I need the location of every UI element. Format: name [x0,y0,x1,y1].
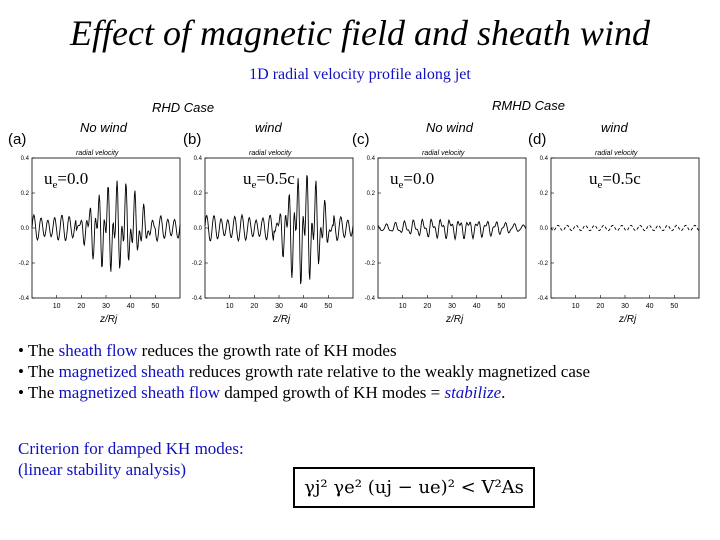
bullet-item-1: • The sheath flow reduces the growth rat… [18,341,397,360]
bullet-emphasis: stabilize [444,383,502,402]
bullet-highlight: sheath flow [58,341,138,360]
ue-label: ue=0.5c [589,169,641,191]
panel-letter: (b) [183,131,201,148]
ue-label: ue=0.0 [44,169,88,191]
case-label-rmhd: RMHD Case [492,98,565,113]
y-tick-label: 0.0 [21,226,30,232]
radial-velocity-line [204,175,354,285]
panel-letter: (d) [528,131,546,148]
y-tick-label: 0.2 [21,191,30,197]
x-tick-label: 20 [250,303,258,310]
criterion-line-1: Criterion for damped KH modes: [18,439,244,458]
x-axis-label: z/Rj [99,314,118,325]
x-tick-label: 10 [226,303,234,310]
x-tick-label: 40 [646,303,654,310]
y-tick-label: 0.2 [540,191,549,197]
panel-wind-label: wind [255,120,283,135]
x-tick-label: 20 [423,303,431,310]
x-tick-label: 30 [448,303,456,310]
x-axis-label: z/Rj [618,314,637,325]
x-tick-label: 50 [497,303,505,310]
x-tick-label: 50 [151,303,159,310]
radial-velocity-line [550,224,700,232]
bullet-highlight: magnetized sheath flow [58,383,221,402]
stability-formula: γj² γe² (uj − ue)² < V²As [293,467,535,508]
bullet-highlight: magnetized sheath [58,362,185,381]
y-tick-label: -0.4 [538,296,549,302]
criterion-text: Criterion for damped KH modes: (linear s… [18,438,244,480]
x-tick-label: 20 [596,303,604,310]
x-axis-label: z/Rj [272,314,291,325]
panel-heading: radial velocity [595,150,638,157]
x-tick-label: 40 [300,303,308,310]
velocity-profile-figure: RHD Case RMHD Case (a) No wind radial veloci… [0,92,720,332]
x-tick-label: 10 [53,303,61,310]
y-tick-label: -0.4 [19,296,30,302]
y-tick-label: -0.2 [365,261,376,267]
x-tick-label: 40 [473,303,481,310]
ue-label: ue=0.5c [243,169,295,191]
ue-label: ue=0.0 [390,169,434,191]
y-tick-label: 0.2 [367,191,376,197]
case-label-rhd: RHD Case [152,100,214,115]
y-tick-label: 0.0 [194,226,203,232]
bullet-list: • The sheath flow reduces the growth rat… [18,340,718,403]
bullet-item-2: • The magnetized sheath reduces growth r… [18,362,591,381]
y-tick-label: 0.4 [194,156,203,162]
y-tick-label: 0.4 [21,156,30,162]
panel-wind-label: wind [601,120,629,135]
slide-subtitle: 1D radial velocity profile along jet [249,66,471,83]
y-tick-label: 0.2 [194,191,203,197]
x-tick-label: 40 [127,303,135,310]
velocity-profile-chart: RHD Case RMHD Case (a) No wind radial veloci… [8,98,700,325]
y-tick-label: 0.0 [367,226,376,232]
y-tick-label: -0.4 [365,296,376,302]
x-tick-label: 20 [77,303,85,310]
criterion-line-2: (linear stability analysis) [18,460,187,479]
y-tick-label: -0.2 [19,261,30,267]
x-tick-label: 50 [324,303,332,310]
formula-text: γj² γe² (uj − ue)² < V²As [304,477,524,498]
panel-heading: radial velocity [422,150,465,157]
panel-heading: radial velocity [249,150,292,157]
panel-heading: radial velocity [76,150,119,157]
x-tick-label: 10 [399,303,407,310]
y-tick-label: -0.4 [192,296,203,302]
y-tick-label: -0.2 [192,261,203,267]
slide-title: Effect of magnetic field and sheath wind [70,13,650,53]
y-tick-label: 0.4 [367,156,376,162]
x-tick-label: 30 [102,303,110,310]
y-tick-label: -0.2 [538,261,549,267]
x-tick-label: 10 [572,303,580,310]
y-tick-label: 0.0 [540,226,549,232]
x-tick-label: 30 [275,303,283,310]
bullet-item-3: • The magnetized sheath flow damped grow… [18,383,506,402]
x-axis-label: z/Rj [445,314,464,325]
radial-velocity-line [377,218,527,241]
panel-wind-label: No wind [80,120,128,135]
x-tick-label: 30 [621,303,629,310]
radial-velocity-line [31,180,181,272]
y-tick-label: 0.4 [540,156,549,162]
x-tick-label: 50 [670,303,678,310]
panel-letter: (a) [8,131,26,148]
panel-letter: (c) [352,131,370,148]
panel-wind-label: No wind [426,120,474,135]
